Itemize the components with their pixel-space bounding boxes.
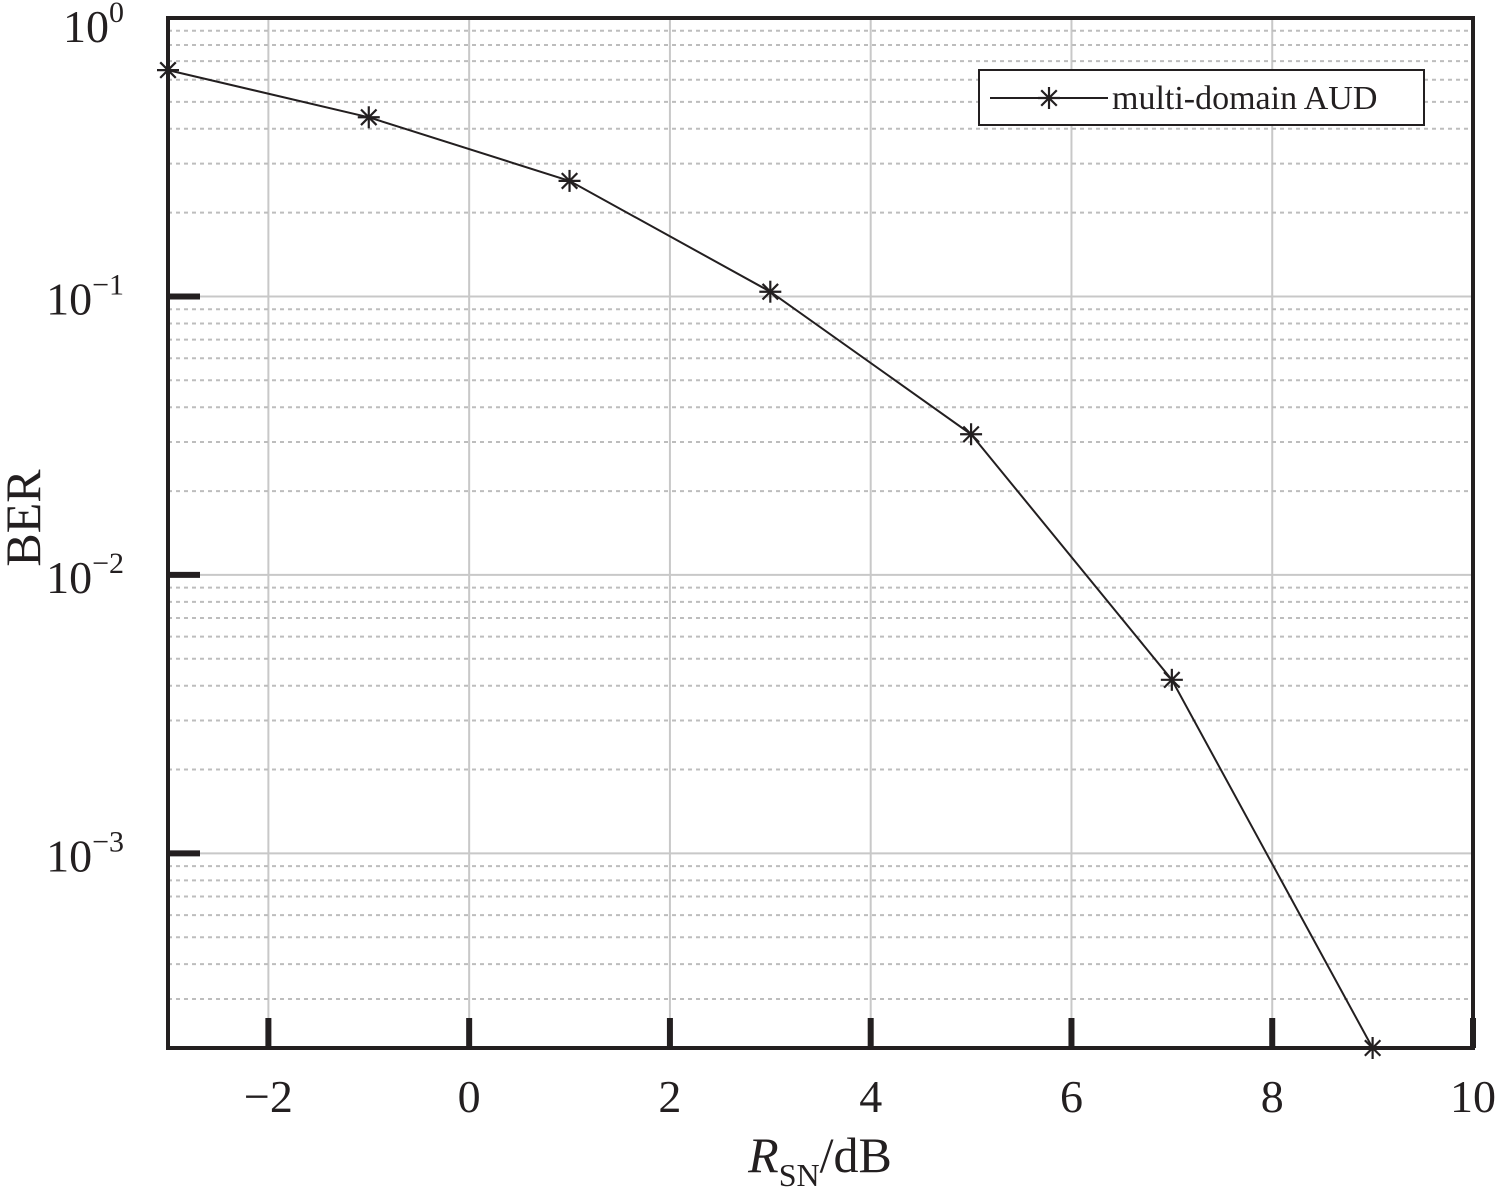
x-axis-label-main: R bbox=[747, 1127, 779, 1183]
data-point bbox=[759, 280, 782, 303]
series-layer bbox=[157, 59, 1384, 1059]
x-tick-label: 0 bbox=[458, 1071, 481, 1122]
grid bbox=[168, 17, 1474, 1049]
marker-stroke bbox=[962, 425, 980, 443]
x-axis-label-sub: SN bbox=[779, 1157, 820, 1193]
y-tick-label: 10−3 bbox=[46, 825, 124, 881]
plot-frame bbox=[166, 16, 1475, 1050]
data-point bbox=[1160, 668, 1183, 691]
data-point bbox=[357, 106, 380, 129]
y-axis-label: BER bbox=[0, 469, 51, 567]
legend: multi-domain AUD bbox=[978, 69, 1425, 126]
series-line bbox=[167, 69, 1374, 1049]
marker-stroke bbox=[761, 283, 779, 301]
y-tick-label: 10−2 bbox=[46, 547, 124, 603]
legend-marker-glyph bbox=[1038, 87, 1060, 109]
data-point bbox=[558, 169, 581, 192]
legend-label: multi-domain AUD bbox=[1112, 80, 1377, 117]
data-point bbox=[960, 423, 983, 446]
y-tick-label: 10−1 bbox=[46, 268, 124, 324]
marker-stroke bbox=[1163, 671, 1181, 689]
y-tick-label: 100 bbox=[63, 0, 124, 52]
x-tick-label: 2 bbox=[658, 1071, 681, 1122]
x-tick-label: −2 bbox=[244, 1071, 293, 1122]
x-tick-label: 8 bbox=[1261, 1071, 1284, 1122]
x-tick-label: 6 bbox=[1060, 1071, 1083, 1122]
marker-stroke bbox=[1040, 89, 1058, 107]
axis-ticks bbox=[168, 293, 1476, 1048]
x-axis-label: RSN/dB bbox=[747, 1127, 892, 1193]
x-tick-label: 10 bbox=[1450, 1071, 1496, 1122]
x-tick-label: 4 bbox=[859, 1071, 882, 1122]
marker-stroke bbox=[560, 172, 579, 190]
tick-labels: −2 0 2 4 6 8 10 100 10−1 10−2 10−3 bbox=[46, 0, 1496, 1122]
x-axis-label-unit: /dB bbox=[820, 1127, 892, 1183]
legend-marker bbox=[1038, 87, 1060, 109]
marker-stroke bbox=[360, 108, 378, 126]
